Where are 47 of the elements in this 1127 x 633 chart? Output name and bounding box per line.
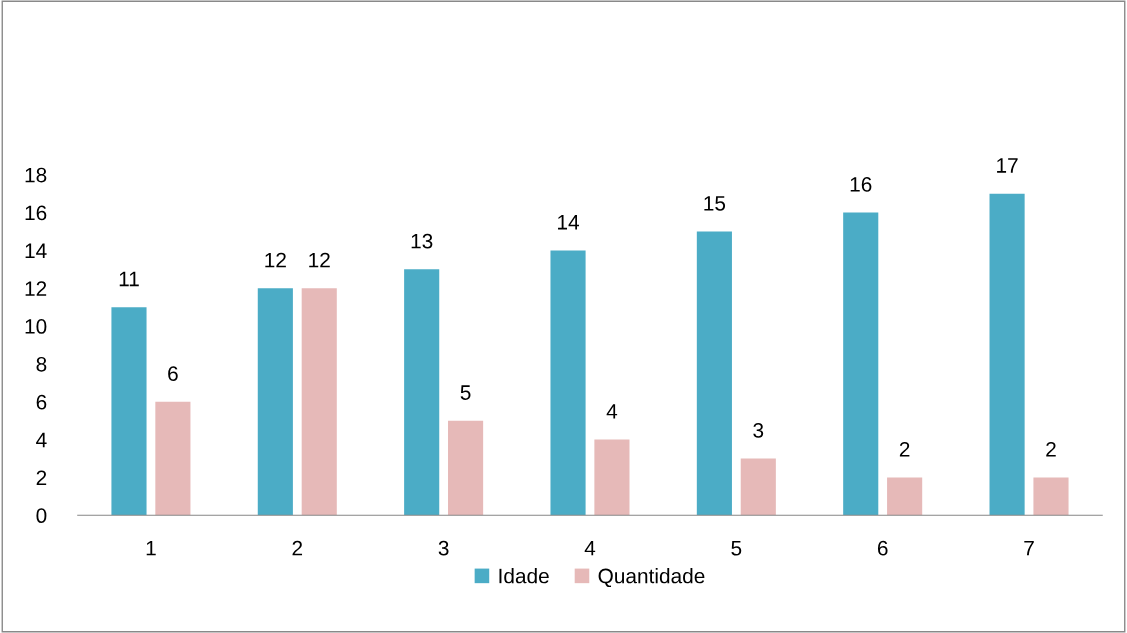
x-tick-label: 6 — [877, 540, 888, 556]
legend-label: Idade — [499, 568, 549, 584]
x-tick-label: 2 — [292, 540, 303, 556]
data-label: 2 — [1046, 441, 1056, 457]
data-label: 4 — [606, 404, 618, 419]
y-tick-label: 10 — [25, 319, 47, 334]
legend-label: Quantidade — [598, 568, 705, 588]
x-tick-label: 5 — [731, 541, 742, 556]
x-tick-label: 1 — [146, 541, 156, 556]
y-tick-label: 4 — [36, 432, 47, 448]
data-label: 15 — [704, 196, 726, 211]
bar — [594, 439, 630, 516]
x-tick-label: 4 — [584, 541, 596, 556]
y-tick-label: 18 — [25, 167, 47, 183]
y-tick-label: 14 — [25, 243, 47, 258]
bar — [740, 458, 776, 516]
bar — [696, 231, 732, 516]
y-tick-label: 12 — [25, 281, 47, 296]
data-label: 2 — [899, 441, 910, 457]
bar — [887, 477, 923, 516]
data-label: 12 — [265, 252, 286, 268]
bar — [989, 193, 1025, 516]
y-tick-label: 6 — [36, 394, 47, 410]
bar — [843, 212, 879, 516]
x-tick-label: 7 — [1024, 541, 1034, 556]
y-tick-label: 16 — [25, 205, 47, 221]
bar — [257, 288, 293, 516]
y-tick-label: 2 — [36, 470, 47, 485]
data-label: 6 — [168, 366, 178, 381]
data-label: 11 — [119, 271, 139, 287]
data-label: 5 — [460, 385, 471, 400]
data-label: 13 — [411, 233, 433, 249]
bar — [155, 401, 191, 516]
data-label: 17 — [997, 158, 1018, 173]
data-label: 3 — [753, 422, 764, 438]
bar — [550, 250, 586, 516]
bar — [404, 269, 440, 516]
y-tick-label: 0 — [36, 508, 47, 524]
bar — [448, 420, 484, 516]
data-label: 14 — [558, 215, 580, 230]
y-tick-label: 8 — [36, 356, 47, 372]
bar — [301, 288, 337, 516]
bar — [1033, 477, 1069, 516]
x-tick-label: 3 — [438, 540, 449, 556]
bar — [111, 307, 147, 516]
data-label: 16 — [850, 177, 872, 192]
data-label: 12 — [309, 252, 330, 268]
